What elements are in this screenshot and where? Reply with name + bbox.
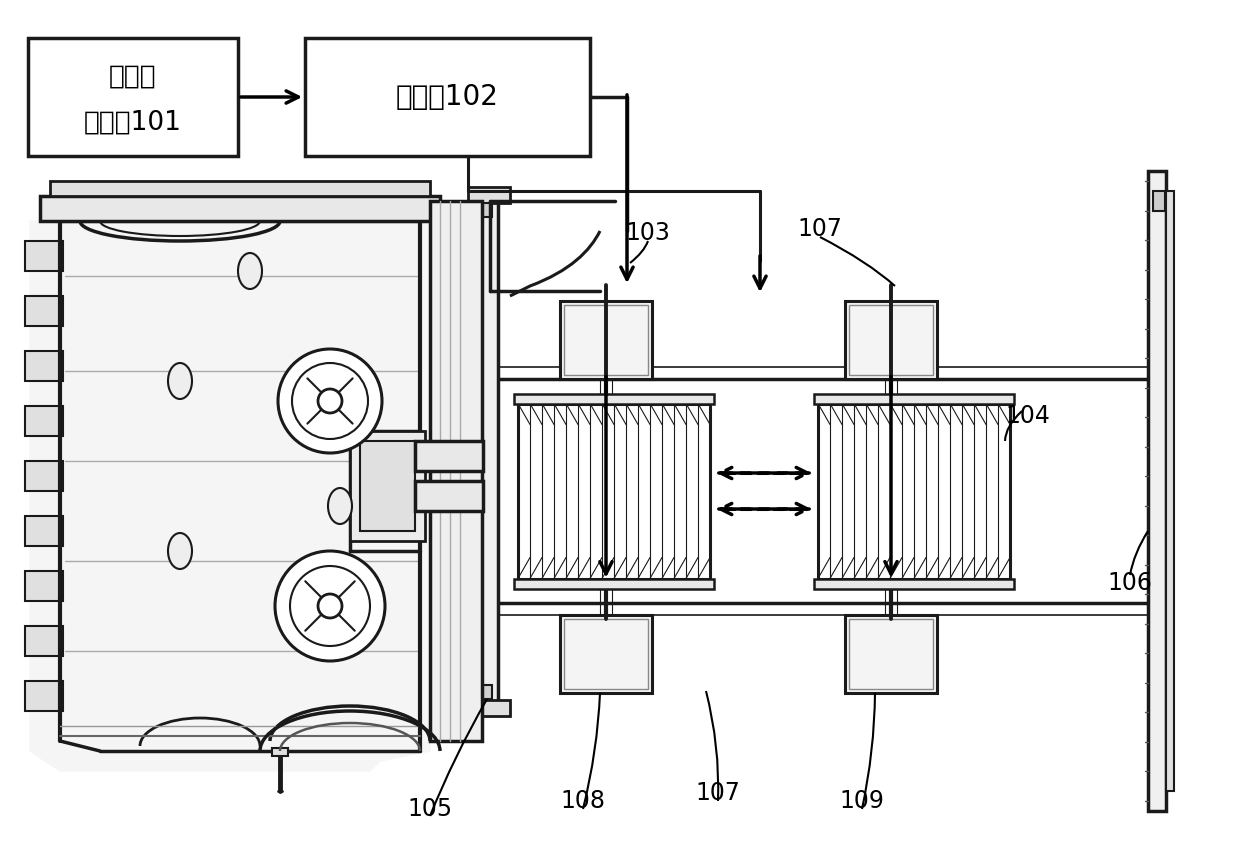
Bar [50, 181, 430, 196]
Bar [25, 626, 63, 656]
Ellipse shape [167, 533, 192, 569]
Text: 107: 107 [696, 781, 740, 805]
Circle shape [291, 363, 368, 439]
Ellipse shape [238, 253, 262, 289]
Circle shape [317, 389, 342, 413]
Bar [515, 579, 714, 589]
Text: 控制器102: 控制器102 [396, 83, 498, 111]
Bar [518, 403, 711, 579]
Bar [560, 615, 652, 693]
Polygon shape [30, 221, 430, 771]
Bar [25, 681, 63, 711]
Text: 103: 103 [625, 221, 671, 245]
Circle shape [278, 349, 382, 453]
Text: 109: 109 [839, 789, 884, 813]
Text: 106: 106 [1107, 571, 1152, 595]
Bar [305, 38, 590, 156]
Bar [560, 301, 652, 379]
Bar [360, 441, 415, 531]
Bar [564, 619, 649, 689]
Bar [482, 685, 492, 699]
Bar [482, 203, 492, 217]
Bar [350, 431, 425, 541]
Bar [1166, 191, 1174, 791]
Bar [849, 305, 932, 375]
Circle shape [317, 594, 342, 618]
Bar [518, 403, 711, 579]
Ellipse shape [329, 488, 352, 524]
Bar [844, 301, 937, 379]
Text: 加速度: 加速度 [109, 64, 156, 90]
Bar [849, 619, 932, 689]
Bar [29, 38, 238, 156]
Text: 104: 104 [1006, 404, 1050, 428]
Bar [564, 305, 649, 375]
Bar [25, 241, 63, 271]
Bar [430, 201, 482, 741]
Bar [25, 461, 63, 491]
Bar [480, 201, 498, 711]
Bar [25, 406, 63, 436]
Bar [818, 403, 1011, 579]
Bar [415, 481, 484, 511]
Bar [818, 403, 1011, 579]
Circle shape [275, 551, 384, 661]
Bar [1148, 171, 1166, 811]
Bar [40, 196, 440, 221]
Bar [415, 441, 484, 471]
Bar [1153, 191, 1166, 211]
Bar [272, 748, 288, 756]
Ellipse shape [167, 363, 192, 399]
Bar [813, 393, 1014, 403]
Bar [467, 700, 510, 716]
Bar [25, 351, 63, 381]
Bar [844, 615, 937, 693]
Text: 108: 108 [560, 789, 605, 813]
Bar [813, 579, 1014, 589]
Text: 107: 107 [797, 217, 842, 241]
Bar [515, 393, 714, 403]
Bar [25, 571, 63, 601]
Bar [25, 516, 63, 546]
Text: 传感器101: 传感器101 [84, 110, 182, 136]
Circle shape [290, 566, 370, 646]
Bar [467, 187, 510, 203]
Text: 105: 105 [408, 797, 453, 821]
Bar [25, 296, 63, 326]
